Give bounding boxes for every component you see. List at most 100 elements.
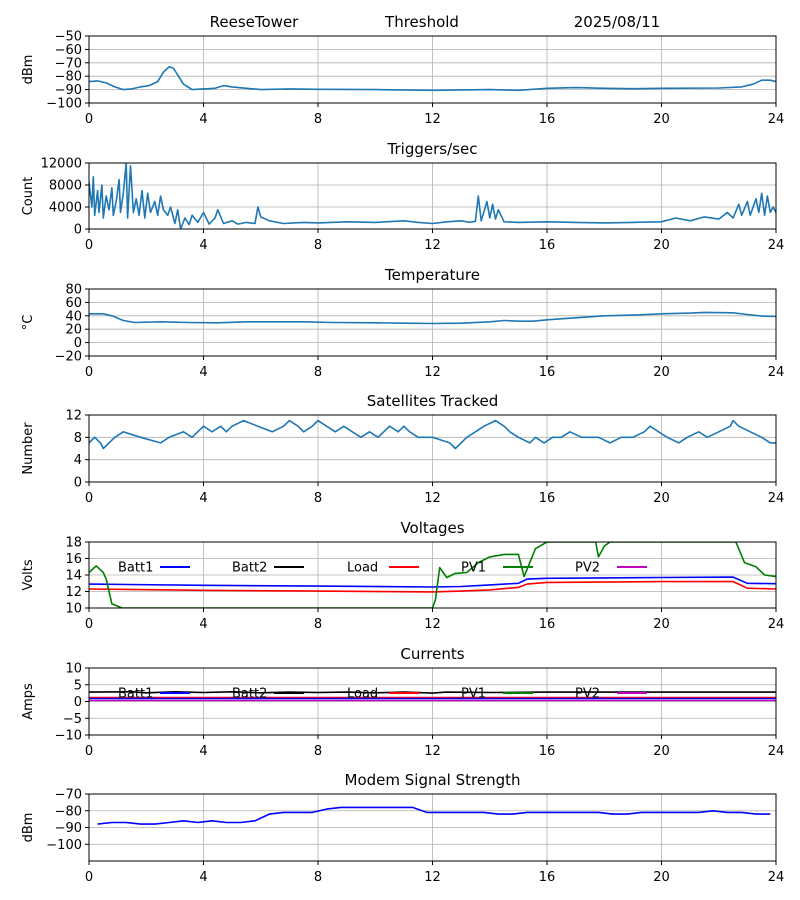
x-tick-label: 0 xyxy=(85,238,93,253)
x-tick-label: 16 xyxy=(539,238,556,253)
y-axis-label: Volts xyxy=(21,559,36,591)
x-tick-label: 20 xyxy=(653,238,670,253)
y-tick-label: −20 xyxy=(55,350,82,365)
x-tick-label: 4 xyxy=(199,744,207,759)
series-group xyxy=(89,163,776,229)
y-tick-label: 5 xyxy=(74,678,82,693)
x-tick-label: 12 xyxy=(424,744,441,759)
legend-label-batt2: Batt2 xyxy=(232,687,267,702)
y-tick-label: 0 xyxy=(74,336,82,351)
panel-title: Temperature xyxy=(384,266,480,284)
x-tick-label: 0 xyxy=(85,617,93,632)
grid-lines xyxy=(88,667,777,736)
y-tick-label: 0 xyxy=(74,695,82,710)
x-tick-label: 24 xyxy=(768,744,785,759)
panel-signal: 0 4 8 12 16 20 24 −100−90−80−70−60−50 dBm xyxy=(21,30,784,128)
x-tick-label: 4 xyxy=(199,365,207,380)
x-tick-label: 12 xyxy=(424,491,441,506)
x-tick-label: 12 xyxy=(424,238,441,253)
y-tick-label: 80 xyxy=(65,283,82,298)
y-tick-label: −5 xyxy=(63,712,82,727)
y-tick-label: 10 xyxy=(65,602,82,617)
figure-header: ReeseTower Threshold 2025/08/11 xyxy=(210,13,661,31)
y-tick-label: 0 xyxy=(74,476,82,491)
x-tick-label: 8 xyxy=(314,617,322,632)
y-tick-label: −70 xyxy=(55,56,82,71)
y-tick-label: 60 xyxy=(65,296,82,311)
x-tick-label: 24 xyxy=(768,491,785,506)
y-tick-label: 20 xyxy=(65,323,82,338)
x-tick-label: 16 xyxy=(539,365,556,380)
x-tick-label: 8 xyxy=(314,112,322,127)
legend-label-pv1: PV1 xyxy=(461,687,486,702)
grid-lines xyxy=(88,414,777,483)
series-group xyxy=(89,311,776,325)
x-tick-label: 0 xyxy=(85,491,93,506)
y-tick-label: −70 xyxy=(55,788,82,803)
y-tick-label: −100 xyxy=(46,97,82,112)
legend: Batt1 Batt2 Load PV1 PV2 xyxy=(118,687,647,702)
series-line-0 xyxy=(89,66,776,92)
header-mode: Threshold xyxy=(384,13,459,31)
y-axis-label: dBm xyxy=(21,813,36,843)
series-line-0 xyxy=(89,311,776,325)
x-tick-label: 0 xyxy=(85,744,93,759)
y-tick-label: −60 xyxy=(55,43,82,58)
panel-title: Satellites Tracked xyxy=(367,392,498,410)
y-tick-label: 8000 xyxy=(49,179,82,194)
x-tick-label: 4 xyxy=(199,112,207,127)
x-tick-label: 20 xyxy=(653,744,670,759)
series-line-0 xyxy=(89,163,776,229)
x-tick-label: 4 xyxy=(199,617,207,632)
y-tick-label: 4000 xyxy=(49,201,82,216)
x-tick-label: 12 xyxy=(424,112,441,127)
panel-modem: 0 4 8 12 16 20 24 −100 −90 −80−70 dBm Modem Signal … xyxy=(21,771,784,885)
x-tick-label: 12 xyxy=(424,365,441,380)
x-tick-label: 24 xyxy=(768,238,785,253)
y-tick-label: 16 xyxy=(65,552,82,567)
y-tick-label: 8 xyxy=(74,431,82,446)
x-tick-label: 16 xyxy=(539,870,556,885)
x-tick-label: 0 xyxy=(85,870,93,885)
y-tick-label: 0 xyxy=(74,223,82,238)
legend-label-pv2: PV2 xyxy=(575,561,600,576)
y-tick-label: −90 xyxy=(55,83,82,98)
series-group xyxy=(89,419,776,450)
legend: Batt1 Batt2 Load PV1 PV2 xyxy=(118,561,647,576)
header-station: ReeseTower xyxy=(210,13,300,31)
y-tick-label: −50 xyxy=(55,30,82,45)
x-tick-label: 24 xyxy=(768,870,785,885)
panel-title: Triggers/sec xyxy=(387,140,478,158)
legend-label-load: Load xyxy=(347,687,378,702)
legend-label-pv2: PV2 xyxy=(575,687,600,702)
x-tick-label: 20 xyxy=(653,112,670,127)
panel-title: Modem Signal Strength xyxy=(345,771,521,789)
x-tick-label: 16 xyxy=(539,112,556,127)
grid-lines xyxy=(88,793,777,861)
y-axis-label: Number xyxy=(21,422,36,475)
series-group xyxy=(89,66,776,92)
y-tick-label: −80 xyxy=(55,804,82,819)
y-tick-label: −10 xyxy=(55,729,82,744)
y-tick-label: 18 xyxy=(65,536,82,551)
grid-lines xyxy=(88,35,777,104)
y-axis-label: dBm xyxy=(21,55,36,85)
legend-label-batt2: Batt2 xyxy=(232,561,267,576)
x-tick-label: 24 xyxy=(768,365,785,380)
x-tick-label: 0 xyxy=(85,365,93,380)
legend-label-pv1: PV1 xyxy=(461,561,486,576)
x-tick-label: 16 xyxy=(539,491,556,506)
panel-triggers: 0 4 8 12 16 20 24 0 4000 8000 12000 Count Triggers/s… xyxy=(21,140,784,253)
x-tick-label: 20 xyxy=(653,870,670,885)
y-axis-label: °C xyxy=(21,315,36,331)
header-date: 2025/08/11 xyxy=(574,13,660,31)
x-tick-label: 4 xyxy=(199,870,207,885)
y-tick-label: 12 xyxy=(65,585,82,600)
x-tick-label: 4 xyxy=(199,491,207,506)
panel-title: Voltages xyxy=(400,519,464,537)
y-tick-label: −100 xyxy=(46,838,82,853)
